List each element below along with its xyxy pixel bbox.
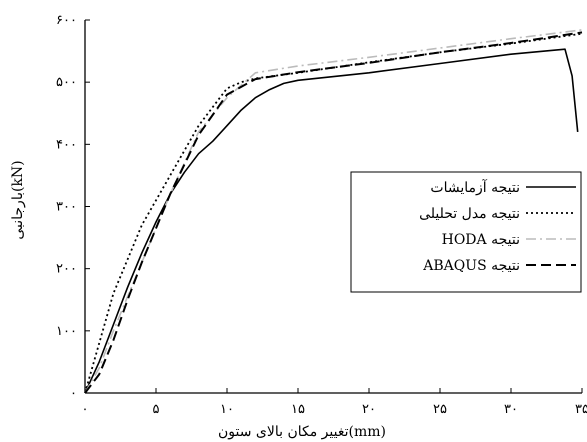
- x-tick-label: ۰: [82, 402, 89, 417]
- x-tick-label: ۳۰: [504, 402, 518, 417]
- legend-box: [350, 171, 582, 293]
- y-tick-label: ۲۰۰: [56, 262, 77, 277]
- legend-label-0: نتیجه آزمایشات: [430, 178, 520, 196]
- series-line-0: [84, 48, 579, 394]
- x-tick-label: ۲۰: [362, 402, 376, 417]
- y-axis-title: بارجانبی(kN): [10, 160, 26, 239]
- x-tick-label: ۵: [153, 402, 160, 417]
- x-tick-label: ۳۵: [575, 402, 587, 417]
- y-tick-label: ۱۰۰: [56, 324, 77, 339]
- series-line-3: [84, 31, 583, 394]
- series-line-1: [84, 32, 583, 394]
- legend: نتیجه آزمایشات نتیجه مدل تحلیلی HODA نتیجه…: [350, 171, 582, 293]
- x-axis-title: تغییر مکان بالای ستون(mm): [218, 424, 386, 440]
- x-tick-label: ۲۵: [433, 402, 447, 417]
- legend-label-2: HODA نتیجه: [442, 232, 520, 248]
- y-tick-label: ۶۰۰: [56, 13, 77, 28]
- series-layer: [84, 29, 583, 394]
- legend-label-3: ABAQUS نتیجه: [422, 258, 520, 274]
- y-tick-label: ۳۰۰: [56, 200, 77, 215]
- y-tick-label: ۴۰۰: [56, 137, 77, 152]
- y-ticks: ۰ ۱۰۰ ۲۰۰ ۳۰۰ ۴۰۰ ۵۰۰ ۶۰۰: [56, 13, 90, 401]
- x-tick-label: ۱۵: [291, 402, 305, 417]
- x-ticks: ۰ ۵ ۱۰ ۱۵ ۲۰ ۲۵ ۳۰ ۳۵: [82, 388, 587, 417]
- y-tick-label: ۰: [70, 386, 77, 401]
- legend-label-1: نتیجه مدل تحلیلی: [419, 206, 520, 222]
- y-tick-label: ۵۰۰: [56, 75, 77, 90]
- x-tick-label: ۱۰: [220, 402, 234, 417]
